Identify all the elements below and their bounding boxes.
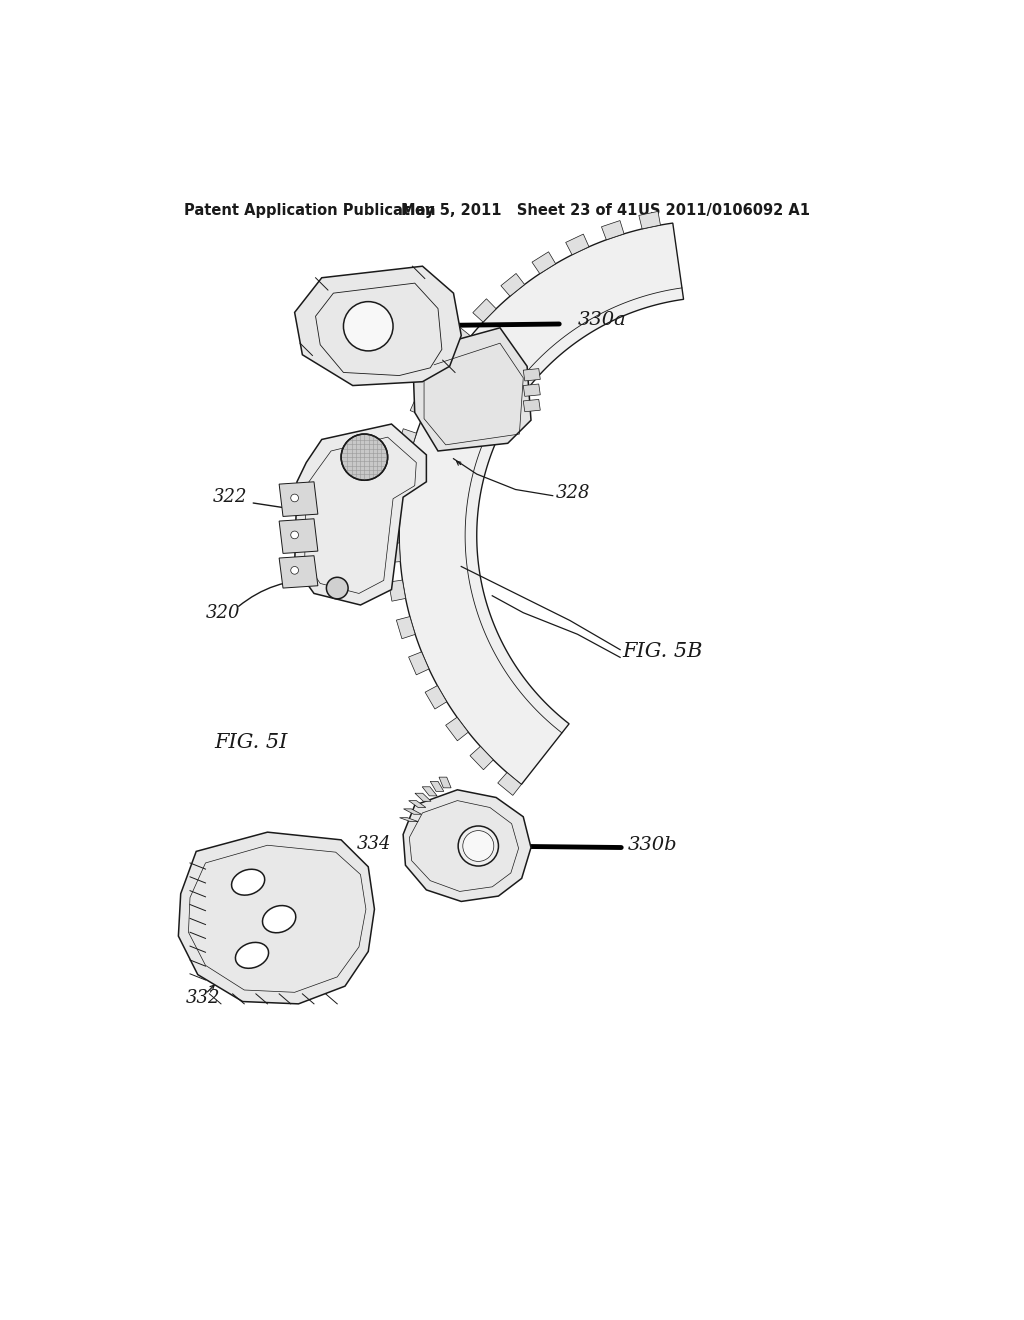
Polygon shape [414, 327, 531, 451]
Polygon shape [397, 429, 417, 451]
Polygon shape [403, 789, 531, 902]
Polygon shape [427, 359, 449, 383]
Text: 322: 322 [213, 488, 248, 506]
Polygon shape [422, 787, 437, 796]
Polygon shape [385, 543, 400, 562]
Text: FIG. 5I: FIG. 5I [215, 733, 288, 751]
Polygon shape [439, 777, 452, 788]
Polygon shape [415, 793, 431, 801]
Polygon shape [601, 220, 624, 240]
Ellipse shape [262, 906, 296, 933]
Text: 332: 332 [186, 989, 220, 1007]
Polygon shape [523, 384, 541, 396]
Polygon shape [403, 809, 422, 814]
Circle shape [341, 434, 388, 480]
Polygon shape [430, 781, 443, 792]
Polygon shape [178, 832, 375, 1003]
Text: Patent Application Publication: Patent Application Publication [183, 203, 435, 218]
Polygon shape [389, 466, 407, 487]
Circle shape [291, 494, 299, 502]
Polygon shape [388, 579, 406, 601]
Text: FIG. 5B: FIG. 5B [623, 642, 702, 661]
Polygon shape [501, 273, 524, 296]
Circle shape [291, 566, 299, 574]
Text: May 5, 2011   Sheet 23 of 41: May 5, 2011 Sheet 23 of 41 [400, 203, 637, 218]
Circle shape [458, 826, 499, 866]
Polygon shape [280, 519, 317, 553]
Polygon shape [523, 368, 541, 381]
Polygon shape [470, 746, 494, 770]
Polygon shape [280, 556, 317, 589]
Text: 330b: 330b [628, 837, 678, 854]
Polygon shape [409, 801, 426, 808]
Polygon shape [523, 400, 541, 412]
Ellipse shape [231, 870, 264, 895]
Circle shape [343, 302, 393, 351]
Polygon shape [280, 482, 317, 516]
Circle shape [327, 577, 348, 599]
Polygon shape [639, 211, 660, 228]
Ellipse shape [236, 942, 268, 969]
Polygon shape [449, 327, 471, 351]
Text: 330a: 330a [578, 312, 627, 329]
Polygon shape [399, 223, 684, 784]
Polygon shape [565, 234, 589, 255]
Polygon shape [385, 504, 400, 524]
Polygon shape [409, 652, 429, 675]
Polygon shape [532, 252, 556, 273]
Text: 320: 320 [206, 603, 240, 622]
Circle shape [463, 830, 494, 862]
Polygon shape [473, 298, 497, 322]
Polygon shape [498, 772, 521, 796]
Polygon shape [295, 267, 461, 385]
Polygon shape [445, 717, 468, 741]
Text: 328: 328 [556, 484, 590, 503]
Text: 331: 331 [186, 939, 220, 957]
Circle shape [291, 531, 299, 539]
Text: US 2011/0106092 A1: US 2011/0106092 A1 [638, 203, 810, 218]
Polygon shape [396, 616, 415, 639]
Text: 334: 334 [356, 834, 391, 853]
Polygon shape [411, 393, 431, 416]
Polygon shape [425, 685, 446, 709]
Polygon shape [399, 817, 418, 821]
Polygon shape [295, 424, 426, 605]
